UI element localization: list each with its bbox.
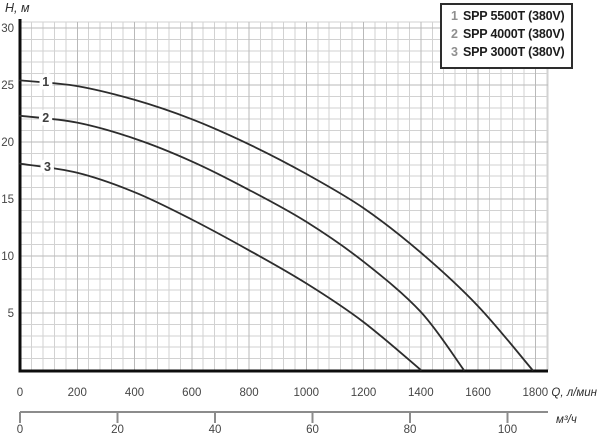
x-tick-label: 1000: [294, 387, 320, 399]
legend-item: 1 SPP 5500T (380V): [447, 9, 565, 27]
legend-item: 2 SPP 4000T (380V): [447, 27, 565, 45]
y-tick-label: 15: [1, 194, 14, 206]
legend-item-label: SPP 4000T (380V): [463, 27, 565, 41]
x-axis-title: Q, л/мин: [551, 387, 597, 399]
secondary-axis-title: м³/ч: [556, 414, 577, 426]
secondary-axis: 0 20 40 60 80 100: [17, 411, 548, 436]
secondary-tick-label: 20: [111, 424, 124, 436]
y-tick-label: 10: [1, 251, 14, 263]
x-tick-label: 1800: [523, 387, 549, 399]
secondary-tick-label: 0: [17, 424, 23, 436]
x-tick-label: 1400: [408, 387, 434, 399]
y-tick-label: 25: [1, 80, 14, 92]
x-tick-label: 1600: [465, 387, 491, 399]
legend: 1 SPP 5500T (380V) 2 SPP 4000T (380V) 3 SPP 3…: [440, 3, 573, 69]
y-tick-label: 5: [8, 308, 14, 320]
legend-item-number: 3: [451, 45, 458, 59]
legend-item-number: 2: [451, 27, 458, 41]
secondary-tick-label: 100: [498, 424, 517, 436]
x-tick-label: 600: [182, 387, 201, 399]
x-tick-label: 800: [239, 387, 258, 399]
x-tick-label: 200: [68, 387, 87, 399]
curve-spp-4000t-380v: [19, 114, 465, 371]
x-tick-label: 1200: [351, 387, 377, 399]
curve-spp-5500t-380v: [19, 79, 534, 371]
curve-label-1: 1: [42, 75, 49, 89]
grid: [19, 21, 549, 371]
curve-label-2: 2: [42, 111, 49, 125]
x-tick-label: 0: [17, 387, 23, 399]
curve-spp-3000t-380v: [19, 162, 422, 371]
axes: [18, 19, 548, 373]
y-tick-label: 20: [1, 137, 14, 149]
legend-list: 1 SPP 5500T (380V) 2 SPP 4000T (380V) 3 SPP 3…: [447, 9, 565, 63]
legend-item: 3 SPP 3000T (380V): [447, 45, 565, 63]
secondary-tick-label: 60: [306, 424, 319, 436]
secondary-tick-label: 40: [209, 424, 222, 436]
legend-item-label: SPP 3000T (380V): [463, 45, 565, 59]
y-axis-title: H, м: [5, 1, 30, 15]
secondary-tick-label: 80: [404, 424, 417, 436]
x-tick-label: 400: [125, 387, 144, 399]
curve-label-3: 3: [44, 160, 51, 174]
y-tick-label: 30: [1, 23, 14, 35]
curves: [19, 79, 534, 371]
legend-item-label: SPP 5500T (380V): [463, 9, 565, 23]
legend-item-number: 1: [451, 9, 458, 23]
